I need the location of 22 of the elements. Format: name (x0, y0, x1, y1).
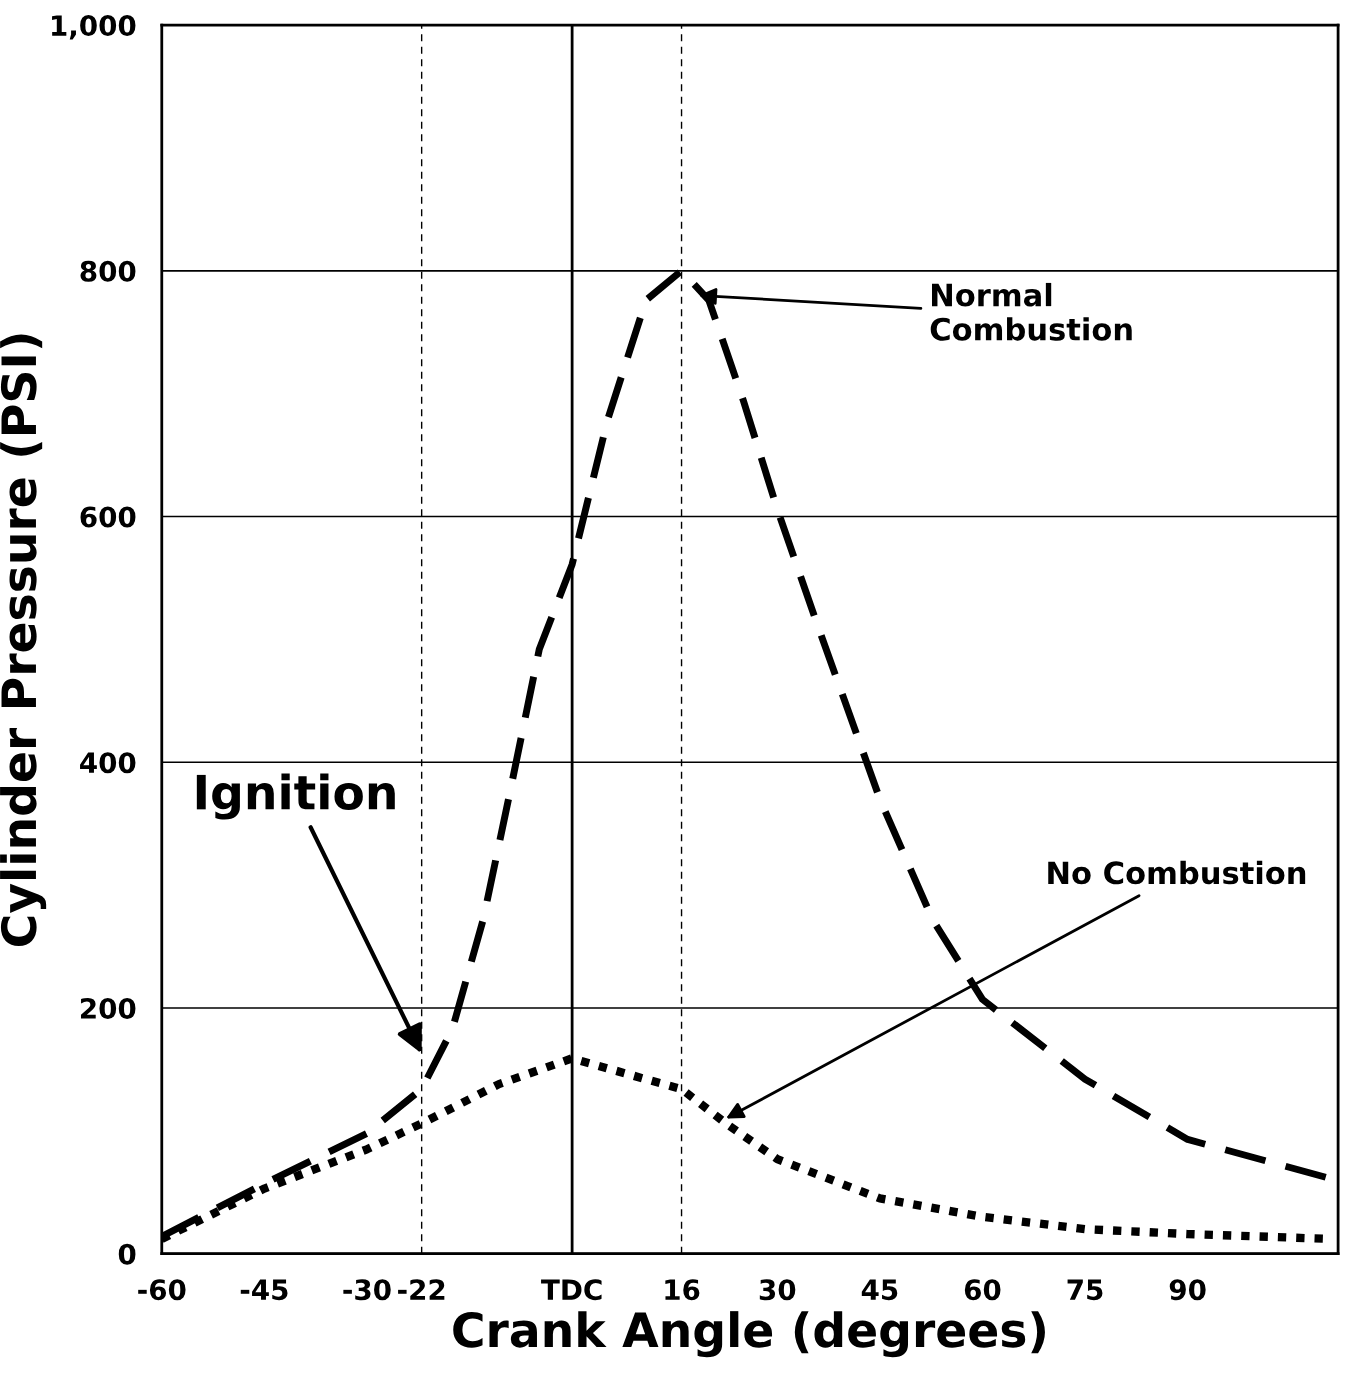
y-tick-label: 200 (80, 997, 136, 1019)
x-tick-label: -60 (138, 1279, 186, 1301)
y-tick-label: 1,000 (52, 15, 136, 40)
y-tick-label: 600 (80, 506, 136, 528)
x-tick-label: 60 (964, 1279, 1001, 1301)
x-tick-label: -30 (343, 1279, 391, 1301)
x-tick-label: 75 (1067, 1279, 1103, 1301)
x-tick-label: TDC (541, 1279, 602, 1301)
y-tick-label: 400 (80, 752, 136, 774)
annotation: Normal Combustion (930, 282, 1132, 341)
y-tick-label: 0 (118, 1243, 136, 1265)
x-tick-label: -22 (398, 1279, 445, 1300)
annotation: Ignition (196, 773, 395, 820)
y-axis-title: Cylinder Pressure (PSI) (0, 334, 47, 946)
annotation: No Combustion (1048, 860, 1306, 885)
x-tick-label: 30 (759, 1279, 796, 1301)
x-tick-label: -45 (240, 1279, 288, 1301)
x-axis-title: Crank Angle (degrees) (453, 1311, 1045, 1358)
y-tick-label: 800 (80, 260, 136, 282)
x-tick-label: 90 (1169, 1279, 1206, 1301)
x-tick-label: 45 (861, 1279, 898, 1301)
x-tick-label: 16 (665, 1279, 700, 1301)
